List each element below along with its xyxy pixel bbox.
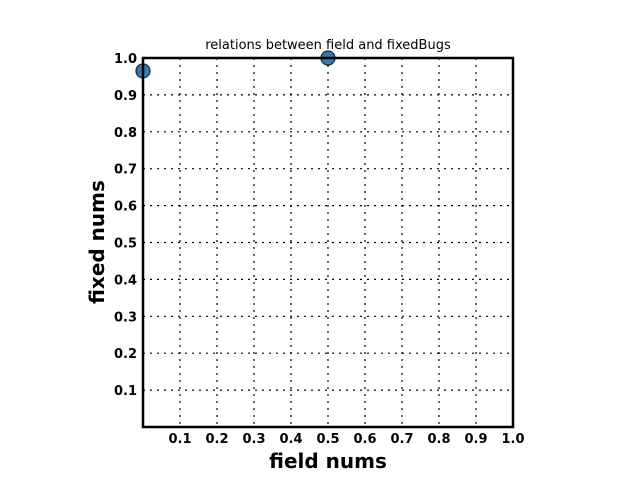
y-tick-label: 0.6: [114, 200, 137, 215]
y-axis-title: fixed nums: [85, 180, 109, 304]
y-tick-label: 0.2: [114, 347, 137, 362]
chart-title: relations between field and fixedBugs: [205, 38, 451, 53]
y-tick-label: 1.0: [114, 52, 137, 67]
y-tick-label: 0.5: [114, 237, 137, 252]
y-tick-label: 0.7: [114, 163, 137, 178]
x-tick-label: 0.9: [464, 432, 487, 447]
x-tick-label: 0.1: [168, 432, 191, 447]
x-tick-label: 0.7: [390, 432, 413, 447]
x-tick-label: 0.8: [427, 432, 450, 447]
data-points: [135, 50, 336, 79]
y-tick-label: 0.4: [114, 273, 137, 288]
x-tick-labels: 0.1 0.2 0.3 0.4 0.5 0.6 0.7 0.8 0.9 1.0: [168, 432, 524, 447]
y-tick-labels: 0.1 0.2 0.3 0.4 0.5 0.6 0.7 0.8 0.9 1.0: [114, 52, 137, 399]
x-tick-label: 1.0: [501, 432, 524, 447]
y-tick-label: 0.1: [114, 384, 137, 399]
x-tick-label: 0.2: [205, 432, 228, 447]
y-tick-label: 0.9: [114, 89, 137, 104]
y-tick-label: 0.8: [114, 126, 137, 141]
x-axis-title: field nums: [269, 449, 387, 473]
x-tick-label: 0.5: [316, 432, 339, 447]
y-tick-label: 0.3: [114, 310, 137, 325]
grid-lines: [143, 58, 513, 427]
plot-frame: [141, 56, 515, 429]
x-tick-label: 0.6: [353, 432, 376, 447]
x-tick-label: 0.4: [279, 432, 302, 447]
x-tick-label: 0.3: [242, 432, 265, 447]
